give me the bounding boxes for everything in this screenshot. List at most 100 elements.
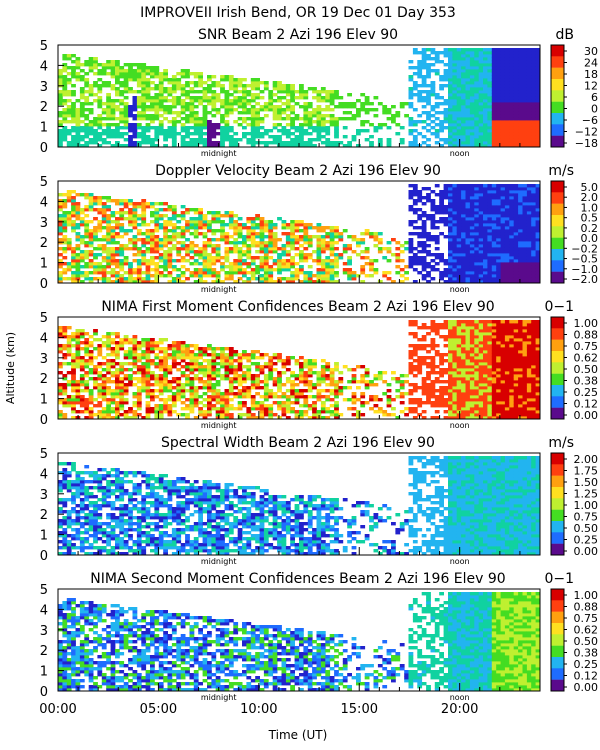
heatmap-cell [487, 72, 493, 76]
heatmap-cell [518, 259, 523, 263]
heatmap-cell [163, 75, 168, 79]
heatmap-cell [531, 244, 536, 248]
heatmap-cell [58, 141, 63, 145]
heatmap-cell [106, 226, 111, 230]
heatmap-cell [452, 199, 458, 203]
heatmap-cell [119, 365, 125, 369]
heatmap-cell [342, 102, 348, 106]
heatmap-cell [84, 353, 90, 357]
heatmap-cell [452, 57, 458, 61]
heatmap-cell [110, 380, 116, 384]
heatmap-cell [202, 368, 208, 372]
heatmap-cell [220, 78, 225, 82]
heatmap-cell [474, 277, 480, 281]
heatmap-cell [461, 72, 466, 76]
heatmap-cell [171, 217, 177, 221]
heatmap-cell [426, 271, 431, 275]
heatmap-cell [452, 102, 458, 106]
heatmap-cell [290, 108, 295, 112]
heatmap-cell [84, 347, 90, 351]
heatmap-cell [500, 87, 506, 91]
heatmap-cell [465, 102, 471, 106]
heatmap-cell [329, 277, 335, 281]
heatmap-cell [198, 129, 203, 133]
heatmap-cell [115, 356, 120, 360]
heatmap-cell [84, 380, 90, 384]
heatmap-cell [294, 144, 300, 148]
colorbar-tick-label: 0 [591, 103, 598, 116]
heatmap-cell [329, 123, 335, 127]
heatmap-cell [136, 63, 142, 67]
heatmap-cell [439, 60, 444, 64]
heatmap-cell [211, 356, 217, 360]
heatmap-cell [483, 75, 488, 79]
heatmap-cell [452, 123, 458, 127]
heatmap-cell [307, 123, 313, 127]
heatmap-cell [518, 63, 523, 67]
heatmap-cell [430, 265, 436, 269]
heatmap-cell [325, 259, 331, 263]
heatmap-cell [176, 232, 182, 236]
heatmap-cell [202, 374, 208, 378]
heatmap-cell [531, 232, 536, 236]
heatmap-cell [474, 66, 480, 70]
heatmap-cell [487, 265, 493, 269]
heatmap-cell [483, 190, 488, 194]
heatmap-cell [487, 208, 493, 212]
heatmap-cell [154, 380, 160, 384]
heatmap-cell [176, 235, 182, 239]
heatmap-cell [259, 247, 265, 251]
heatmap-cell [325, 120, 331, 124]
heatmap-cell [66, 90, 72, 94]
heatmap-cell [255, 244, 260, 248]
heatmap-cell [469, 253, 475, 257]
heatmap-cell [513, 72, 519, 76]
heatmap-cell [290, 220, 295, 224]
heatmap-cell [391, 253, 396, 257]
heatmap-cell [439, 256, 444, 260]
heatmap-cell [189, 132, 195, 136]
heatmap-cell [518, 184, 523, 188]
heatmap-cell [115, 250, 120, 254]
heatmap-cell [504, 90, 510, 94]
heatmap-cell [509, 223, 515, 227]
heatmap-cell [66, 238, 72, 242]
heatmap-cell [496, 144, 501, 148]
heatmap-cell [483, 244, 488, 248]
heatmap-cell [439, 138, 444, 142]
heatmap-cell [101, 398, 107, 402]
heatmap-cell [316, 90, 322, 94]
heatmap-cell [211, 262, 217, 266]
heatmap-cell [259, 108, 265, 112]
heatmap-cell [320, 250, 326, 254]
heatmap-cell [417, 250, 423, 254]
heatmap-cell [106, 259, 111, 263]
heatmap-cell [110, 374, 116, 378]
heatmap-cell [526, 87, 532, 91]
heatmap-cell [79, 111, 85, 115]
heatmap-cell [281, 244, 287, 248]
heatmap-cell [185, 389, 190, 393]
heatmap-cell [421, 229, 427, 233]
heatmap-cell [320, 259, 326, 263]
heatmap-cell [106, 250, 111, 254]
heatmap-cell [207, 226, 212, 230]
heatmap-cell [123, 90, 129, 94]
heatmap-cell [290, 105, 295, 109]
heatmap-cell [163, 356, 168, 360]
heatmap-cell [504, 135, 510, 139]
heatmap-cell [491, 54, 497, 58]
heatmap-cell [58, 401, 63, 405]
heatmap-cell [150, 75, 155, 79]
heatmap-cell [526, 199, 532, 203]
heatmap-cell [189, 271, 195, 275]
heatmap-cell [404, 114, 409, 118]
heatmap-cell [303, 235, 309, 239]
heatmap-cell [167, 368, 173, 372]
heatmap-cell [123, 211, 129, 215]
heatmap-cell [491, 90, 497, 94]
heatmap-cell [220, 416, 225, 420]
heatmap-cell [518, 105, 523, 109]
heatmap-cell [115, 241, 120, 245]
heatmap-cell [154, 241, 160, 245]
